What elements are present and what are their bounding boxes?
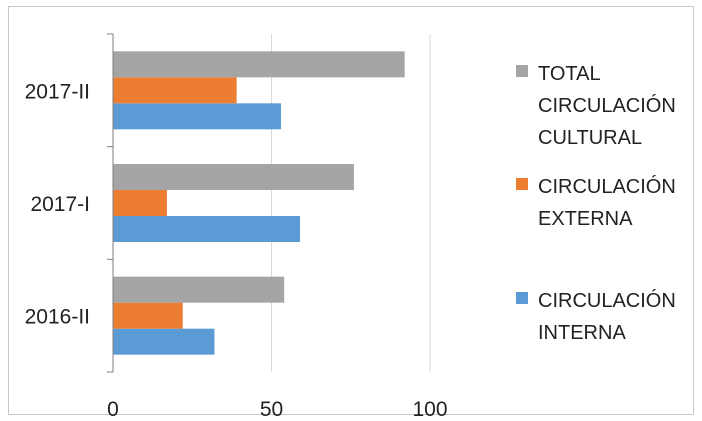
legend-label: CULTURAL	[538, 127, 642, 149]
y-tick-label: 2017-II	[25, 80, 90, 103]
bars	[113, 51, 405, 355]
bar	[113, 51, 405, 78]
legend: TOTAL CIRCULACIÓN CULTURAL CIRCULACIÓN EXTER…	[516, 63, 676, 344]
axes: 2016-II 2017-I 2017-II 0 50 100	[25, 33, 448, 421]
legend-label: CIRCULACIÓN	[538, 175, 676, 198]
bar	[113, 77, 237, 104]
y-tick-label: 2016-II	[25, 306, 90, 329]
legend-label: CIRCULACIÓN	[538, 94, 676, 117]
legend-label: TOTAL	[538, 63, 601, 85]
bar	[113, 164, 354, 190]
bar	[113, 216, 301, 242]
bar	[113, 103, 282, 130]
gridlines	[271, 34, 431, 372]
x-tick-label: 0	[107, 398, 119, 421]
legend-swatch	[516, 292, 528, 304]
bar	[113, 328, 215, 355]
legend-label: EXTERNA	[538, 208, 633, 230]
legend-label: CIRCULACIÓN	[538, 289, 676, 312]
x-tick-label: 50	[260, 398, 283, 421]
bar	[113, 302, 183, 329]
y-tick-label: 2017-I	[30, 193, 90, 216]
legend-swatch	[516, 178, 528, 190]
legend-label: INTERNA	[538, 322, 626, 344]
legend-swatch	[516, 65, 528, 77]
x-tick-label: 100	[412, 398, 447, 421]
bar	[113, 190, 167, 216]
bar	[113, 276, 285, 303]
chart-frame	[8, 6, 694, 415]
